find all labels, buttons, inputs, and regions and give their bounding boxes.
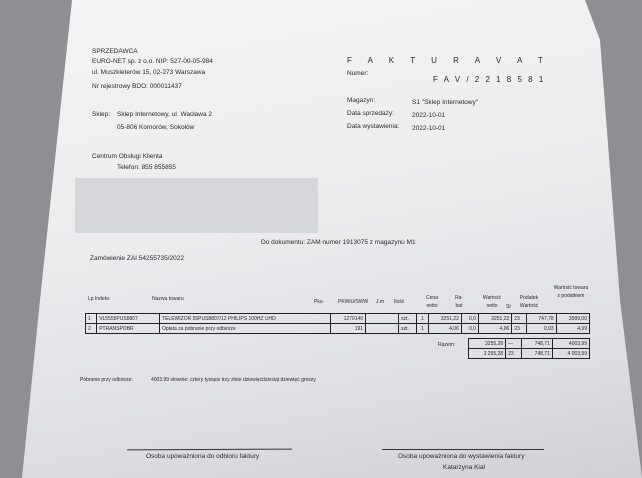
vat-rate: 23 (505, 348, 523, 359)
col-header-unit: J.m (376, 299, 385, 305)
support-title: Centrum Obsługi Klienta (92, 153, 163, 160)
col-header-price: Cena netto (426, 295, 438, 309)
col-header-pku: Pku (314, 299, 323, 305)
shop-label: Sklep: (92, 111, 111, 118)
col-header-pkwiu: PKWiU/SWW (338, 299, 369, 305)
cell-qty: 1 (416, 323, 429, 334)
cell-discount: 0,0 (460, 323, 480, 334)
issue-date-label: Data wystawienia: (347, 123, 400, 130)
cell-unit: szt. (398, 323, 418, 334)
col-header-qty: Ilość (394, 299, 405, 305)
invoice-title: F A K T U R A V A T (347, 56, 550, 65)
cell-pkwiu (365, 323, 400, 334)
cell-lp: 1 (84, 313, 98, 324)
warehouse: S1 "Sklep Internetowy" (412, 99, 479, 106)
cell-name: Opłata za pobranie przy odbiorze (159, 323, 331, 334)
sum-net: 3255,28 (467, 338, 507, 349)
cell-pku: 1270146 (329, 313, 367, 324)
support-phone: Telefon: 855 855855 (117, 164, 176, 171)
receiver-label: Osoba upoważniona do odbioru faktury (146, 453, 260, 460)
col-header-name: Nazwa towaru (152, 296, 184, 302)
sum-gross: 4003,99 (551, 338, 591, 349)
sale-date-label: Data sprzedaży: (347, 110, 394, 117)
seller-line3: Nr rejestrowy BDO: 000011437 (92, 83, 182, 90)
col-header-index: Lp Indeks (88, 296, 110, 302)
vat-tax: 748,71 (521, 348, 553, 359)
cell-index: VL5555PUS8807 (96, 313, 161, 324)
redacted-area (75, 178, 318, 233)
items-table: 1 VL5555PUS8807 TELEWIZOR 55PUS8807/12 P… (84, 313, 591, 334)
invoice-number-label: Numer: (347, 70, 369, 77)
seller-line2: ul. Muszkieterów 15, 02-273 Warszawa (92, 69, 206, 76)
document-reference: Do dokumentu: ZAM numer 1913075 z magazy… (261, 239, 416, 246)
cell-index: PTRANSPOBR (96, 323, 161, 334)
col-header-tax: Podatek Wartość (519, 295, 539, 309)
cell-net: 4,06 (478, 323, 513, 334)
cell-rate: 23 (511, 323, 528, 334)
issue-date: 2022-10-01 (412, 125, 446, 132)
sale-date: 2022-10-01 (412, 112, 446, 119)
cell-rate: 23 (511, 313, 528, 324)
sum-label: Razem: (438, 342, 456, 348)
sum-tax: 748,71 (521, 338, 553, 349)
shop-line2: 05-806 Komorów, Sokołów (117, 124, 195, 131)
totals-table: 3255,28 — 748,71 4003,99 3 255,28 23 748… (467, 338, 591, 359)
cell-unit: szt. (398, 313, 418, 324)
cell-name: TELEWIZOR 55PUS8807/12 PHILIPS 100HZ UHD (159, 313, 331, 324)
cell-price: 3251,22 (427, 313, 462, 324)
invoice-number: F A V / 2 2 1 8 5 8 1 (433, 75, 546, 84)
sum-rate: — (505, 338, 523, 349)
cell-price: 4,06 (427, 323, 462, 334)
issuer-name: Katarzyna Kiał (443, 464, 485, 471)
cell-net: 3251,22 (478, 313, 513, 324)
table-row: 1 VL5555PUS8807 TELEWIZOR 55PUS8807/12 P… (84, 313, 591, 324)
warehouse-label: Magazyn: (347, 97, 376, 104)
cell-tax: 0,93 (526, 323, 557, 334)
cod-value: 4003.99 słownie: cztery tysiące trzy zło… (151, 377, 316, 383)
col-header-discount: Ra-bat (454, 295, 464, 309)
sum-row: 3255,28 — 748,71 4003,99 (467, 338, 591, 349)
vat-row: 3 255,28 23 748,71 4 003,99 (467, 348, 591, 359)
cell-pku: 191 (329, 323, 367, 334)
table-row: 2 PTRANSPOBR Opłata za pobranie przy odb… (84, 323, 591, 334)
col-header-rate: St (506, 304, 511, 310)
cell-gross: 3999,00 (555, 313, 591, 324)
seller-heading: SPRZEDAWCA (92, 48, 138, 55)
cell-tax: 747,78 (526, 313, 557, 324)
shop-line1: Sklep Internetowy, ul. Wacława 2 (117, 111, 213, 118)
issuer-label: Osoba upoważniona do wystawienia faktury (398, 453, 525, 460)
cell-pkwiu (365, 313, 400, 324)
col-header-net: Wartość netto (482, 295, 502, 309)
cell-gross: 4,99 (555, 323, 591, 334)
issuer-signature-line (382, 449, 544, 450)
order-number: Zamówienie ZAI 54255735/2022 (90, 255, 184, 262)
cod-label: Pobranie przy odbiorze: (80, 377, 133, 383)
cell-qty: 1 (416, 313, 429, 324)
cell-lp: 2 (84, 323, 98, 334)
vat-gross: 4 003,99 (551, 348, 591, 359)
cell-discount: 0,0 (460, 313, 480, 324)
col-header-gross: Wartość towaru z podatkiem (553, 285, 589, 299)
seller-line1: EURO-NET sp. z o.o. NIP: 527-00-05-984 (92, 58, 213, 65)
vat-net: 3 255,28 (467, 348, 507, 359)
